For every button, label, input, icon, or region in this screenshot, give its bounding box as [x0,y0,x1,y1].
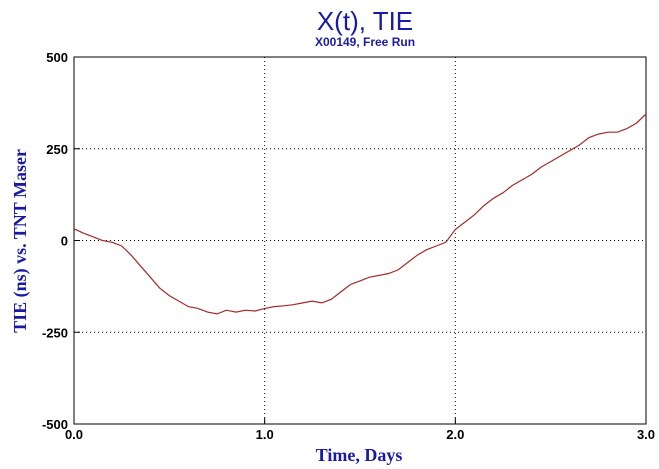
grid-lines [74,57,646,424]
x-tick-label: 0.0 [65,427,83,442]
y-tick-label: -500 [42,417,68,432]
x-axis-label: Time, Days [316,445,403,465]
tie-series-line [73,113,647,315]
y-axis-label: TIE (ns) vs. TNT Maser [10,149,31,333]
x-tick-label: 3.0 [637,427,655,442]
chart-title: X(t), TIE [317,6,413,36]
y-tick-label: 0 [61,234,68,249]
y-tick-label: -250 [42,325,68,340]
y-tick-label: 250 [46,142,68,157]
axis-ticks: 0.0 1.0 2.0 3.0 500 250 0 -250 -500 [42,50,655,442]
x-tick-label: 2.0 [446,427,464,442]
plot-frame [73,56,647,425]
x-tick-label: 1.0 [256,427,274,442]
y-tick-label: 500 [46,50,68,65]
chart-subtitle: X00149, Free Run [315,35,415,49]
